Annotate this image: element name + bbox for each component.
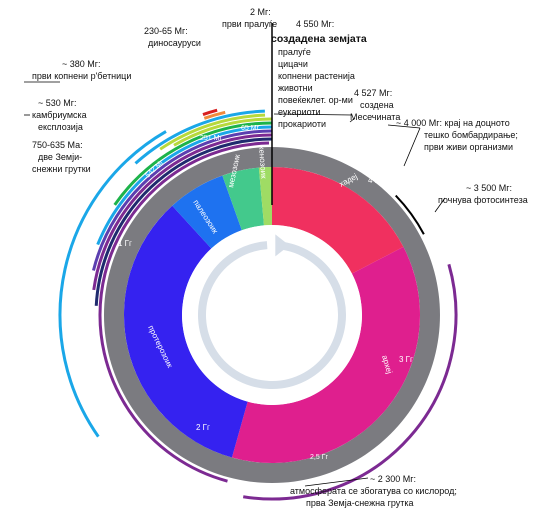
era-wedge-cenozoic — [258, 167, 272, 226]
era-wedge-proterozoic — [123, 205, 248, 458]
arc-eukaryotes — [92, 133, 273, 291]
annot-dino-label: диносауруси — [148, 38, 201, 48]
annot-bomb-l2: тешко бомбардирање; — [424, 130, 518, 140]
annot-snowball-l1: две Земји- — [38, 152, 82, 162]
arc-land-vertebrates — [159, 113, 266, 151]
arc-multicellular — [92, 129, 273, 271]
legend-mammals: цицачи — [278, 59, 308, 69]
annot-humans-time: 2 Мг: — [250, 7, 271, 17]
ring-tick-251: 251 Мг — [200, 135, 222, 142]
annot-cambrian-l1: камбриумска — [32, 110, 87, 120]
era-wedge-paleozoic — [172, 175, 242, 249]
arc-animals — [96, 125, 273, 246]
legend-land-plants: копнени растенија — [278, 71, 355, 81]
legend-animals: животни — [278, 83, 313, 93]
annot-earth-label: создадена земјата — [271, 33, 367, 45]
arc-oxygen — [98, 141, 270, 483]
era-wedge-archean — [231, 246, 421, 463]
ring-tick-3-8: 3,8 Гг — [407, 199, 423, 218]
era-label-cenozoic: кенозоик — [257, 146, 268, 180]
annot-photo-time: ~ 3 500 Мг: — [466, 183, 512, 193]
annot-dino-time: 230-65 Мг: — [144, 26, 188, 36]
annot-snowball-time: 750-635 Ма: — [32, 140, 83, 150]
legend-eukaryotes: еукариоти — [278, 107, 321, 117]
life-arcs — [58, 108, 458, 501]
arc-dinosaurs-1 — [203, 110, 226, 120]
arc-cambrian — [134, 109, 265, 165]
legend-humans: пралуѓе — [278, 47, 311, 57]
era-tick-1: 1 Гг — [118, 239, 132, 248]
annot-land-time: ~ 380 Мг: — [62, 59, 101, 69]
inner-disc — [182, 225, 362, 405]
era-tick-3: 3 Гг — [399, 355, 413, 364]
era-wedge-mesozoic — [222, 167, 264, 231]
ring-tick-65: 65 Мг — [241, 125, 260, 132]
legend-prokaryotes: прокариоти — [278, 119, 326, 129]
arc-land-plants — [113, 121, 273, 206]
annot-photo-label: почнува фотосинтеза — [438, 195, 528, 205]
arc-first-life — [395, 194, 425, 235]
arc-photosynthesis — [242, 263, 458, 501]
annot-moon-time: 4 527 Мг: — [354, 88, 392, 98]
arc-mammals — [173, 117, 273, 147]
annot-bomb-time: ~ 4 000 Мг: крај на доцното — [396, 118, 510, 128]
era-wedges — [123, 167, 421, 463]
time-cycle-arrow — [198, 241, 346, 389]
arc-prokaryotes — [94, 137, 273, 306]
annot-oxygen-l3: прва Земја-снежна грутка — [306, 498, 414, 508]
era-wedge-hadean — [272, 167, 404, 274]
ring-tick-2-5: 2,5 Гг — [310, 454, 328, 461]
annot-snowball-l2: снежни грутки — [32, 164, 91, 174]
legend-multicellular: повеќеклет. ор-ми — [278, 95, 353, 105]
annot-earth-time: 4 550 Мг: — [296, 19, 334, 29]
annot-bomb-l3: први живи организми — [424, 142, 513, 152]
annot-oxygen-time: ~ 2 300 Мг: — [370, 474, 416, 484]
era-tick-4: 4 Гг — [368, 176, 382, 185]
annot-cambrian-time: ~ 530 Мг: — [38, 98, 77, 108]
era-tick-2: 2 Гг — [196, 423, 210, 432]
time-cycle-arrowhead — [275, 234, 290, 257]
annot-oxygen-l2: атмосферата се збогатува со кислород; — [290, 486, 457, 496]
arc-dinosaurs-2 — [202, 108, 218, 116]
annot-humans-label: први пралуѓе — [222, 19, 277, 29]
annot-moon-l2: Месечината — [350, 112, 400, 122]
annot-cambrian-l2: експлозија — [38, 122, 83, 132]
annot-moon-label: создена — [360, 100, 394, 110]
ring-tick-4-6: 4,6 Гг — [274, 125, 292, 132]
leader-lines — [24, 81, 446, 487]
life-legend: пралуѓе цицачи копнени растенија животни… — [278, 47, 355, 129]
annot-land-label: први копнени р'бетници — [32, 71, 131, 81]
arc-snowball — [58, 130, 167, 438]
